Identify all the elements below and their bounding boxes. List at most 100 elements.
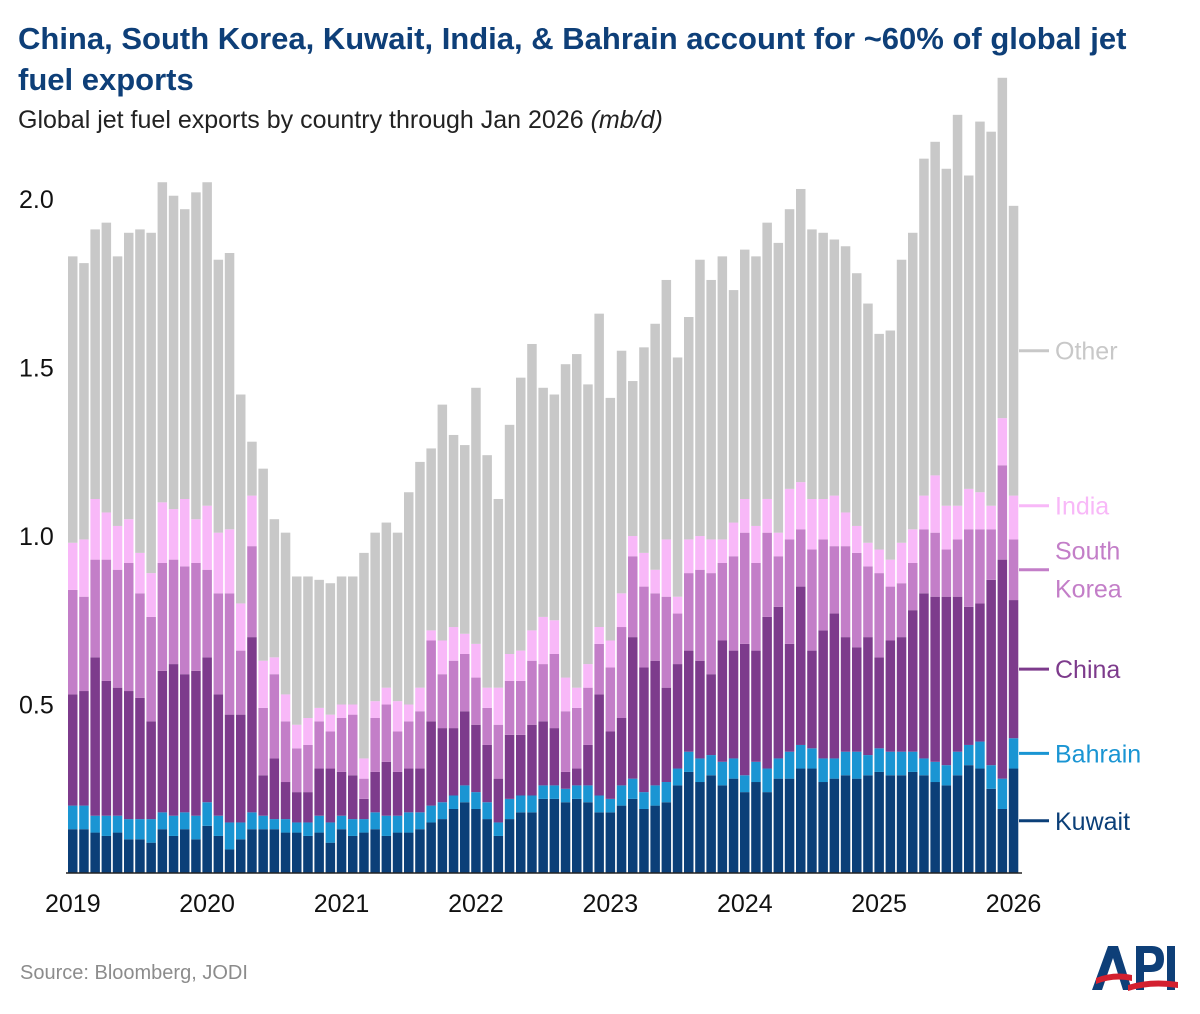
bar-segment-india <box>852 525 862 553</box>
bar-segment-india <box>325 714 336 732</box>
x-tick-label: 2024 <box>717 890 773 918</box>
bar-segment-china <box>695 660 705 759</box>
bar-segment-other <box>919 158 929 496</box>
api-logo <box>1092 946 1178 991</box>
bar-segment-china <box>975 603 985 742</box>
bar-segment-other <box>482 455 492 688</box>
bar-segment-india <box>471 643 481 678</box>
bar-segment-china <box>370 771 380 813</box>
bar-segment-bahrain <box>381 815 392 836</box>
bar-segment-china <box>168 664 179 816</box>
bar-segment-bahrain <box>863 755 873 776</box>
bar-segment-other <box>751 256 761 526</box>
bar-segment-south-korea <box>325 731 336 769</box>
bar-segment-china <box>426 721 436 806</box>
bar-segment-china <box>594 694 604 796</box>
bar-segment-other <box>762 222 772 499</box>
bar-segment-south-korea <box>124 563 134 692</box>
bar-segment-other <box>852 273 862 526</box>
bar-segment-bahrain <box>124 819 134 840</box>
bar-segment-china <box>628 637 638 779</box>
bar-segment-china <box>874 657 884 749</box>
bar-segment-other <box>986 131 996 506</box>
bar-segment-bahrain <box>572 785 582 799</box>
bar-segment-india <box>616 593 627 628</box>
bar-segment-china <box>415 768 425 813</box>
bar-segment-kuwait <box>381 835 392 873</box>
bar-segment-bahrain <box>840 751 851 776</box>
bar-segment-bahrain <box>258 815 268 830</box>
bar-segment-other <box>549 394 560 621</box>
bar-segment-bahrain <box>616 785 627 806</box>
bar-segment-india <box>840 512 851 547</box>
bar-segment-china <box>639 667 649 793</box>
bar-segment-other <box>885 330 896 560</box>
y-tick-label: 2.0 <box>19 186 54 214</box>
bar-segment-bahrain <box>90 815 100 833</box>
bar-segment-south-korea <box>68 589 78 695</box>
bar-segment-china <box>964 606 974 745</box>
bar-segment-kuwait <box>112 832 123 873</box>
bar-segment-bahrain <box>986 765 996 789</box>
bar-segment-south-korea <box>493 724 504 779</box>
bar-segment-other <box>124 232 134 520</box>
bar-segment-other <box>79 263 89 540</box>
bar-segment-south-korea <box>829 546 840 614</box>
bar-segment-china <box>124 691 134 820</box>
bar-segment-india <box>930 475 940 533</box>
bar-segment-kuwait <box>594 812 604 873</box>
bar-segment-bahrain <box>762 768 772 793</box>
bar-segment-india <box>101 512 112 560</box>
bar-segment-china <box>796 586 806 745</box>
x-tick-label: 2025 <box>851 890 907 918</box>
bar-segment-india <box>448 627 459 661</box>
bar-segment-india <box>997 418 1008 466</box>
bar-segment-china <box>157 670 168 813</box>
bar-segment-india <box>79 539 89 597</box>
y-tick-label: 0.5 <box>19 692 54 720</box>
bar-segment-other <box>68 256 78 543</box>
bar-segment-india <box>796 482 806 530</box>
bar-segment-other <box>336 576 347 705</box>
bar-segment-kuwait <box>101 835 112 873</box>
bar-segment-south-korea <box>381 704 392 762</box>
bar-segment-bahrain <box>493 822 504 836</box>
bar-segment-china <box>852 647 862 752</box>
bar-segment-kuwait <box>482 819 492 873</box>
bar-segment-other <box>583 384 593 665</box>
bar-segment-kuwait <box>269 829 280 873</box>
bar-segment-south-korea <box>796 529 806 587</box>
bar-segment-south-korea <box>180 566 190 675</box>
bar-segment-kuwait <box>583 802 593 873</box>
bar-segment-south-korea <box>415 711 425 769</box>
bar-segment-bahrain <box>482 802 492 820</box>
bar-segment-china <box>896 637 907 752</box>
bar-segment-china <box>280 782 291 820</box>
bar-segment-india <box>426 630 436 641</box>
bar-segment-india <box>885 559 896 587</box>
bar-segment-bahrain <box>908 751 918 772</box>
bar-segment-india <box>549 620 560 654</box>
subtitle-text: Global jet fuel exports by country throu… <box>18 106 584 134</box>
bar-segment-china <box>68 694 78 806</box>
bar-segment-china <box>572 768 582 786</box>
bar-segment-india <box>146 573 156 617</box>
bar-segment-china <box>437 728 448 803</box>
legend-label-india: India <box>1055 493 1109 521</box>
bar-segment-bahrain <box>807 748 817 769</box>
bar-segment-india <box>807 498 817 550</box>
bar-segment-other <box>381 522 392 688</box>
bar-segment-other <box>740 249 750 499</box>
bar-segment-south-korea <box>168 559 179 665</box>
bar-segment-kuwait <box>852 778 862 873</box>
legend-label-other: Other <box>1055 338 1118 366</box>
bar-segment-india <box>404 704 414 722</box>
bar-segment-other <box>157 182 168 503</box>
bar-segment-other <box>112 256 123 526</box>
subtitle-unit: (mb/d) <box>590 106 663 134</box>
bar-segment-kuwait <box>572 798 582 873</box>
bar-segment-china <box>180 674 190 813</box>
bar-segment-south-korea <box>191 563 201 671</box>
bar-segment-other <box>628 381 638 537</box>
bar-segment-other <box>863 303 873 543</box>
